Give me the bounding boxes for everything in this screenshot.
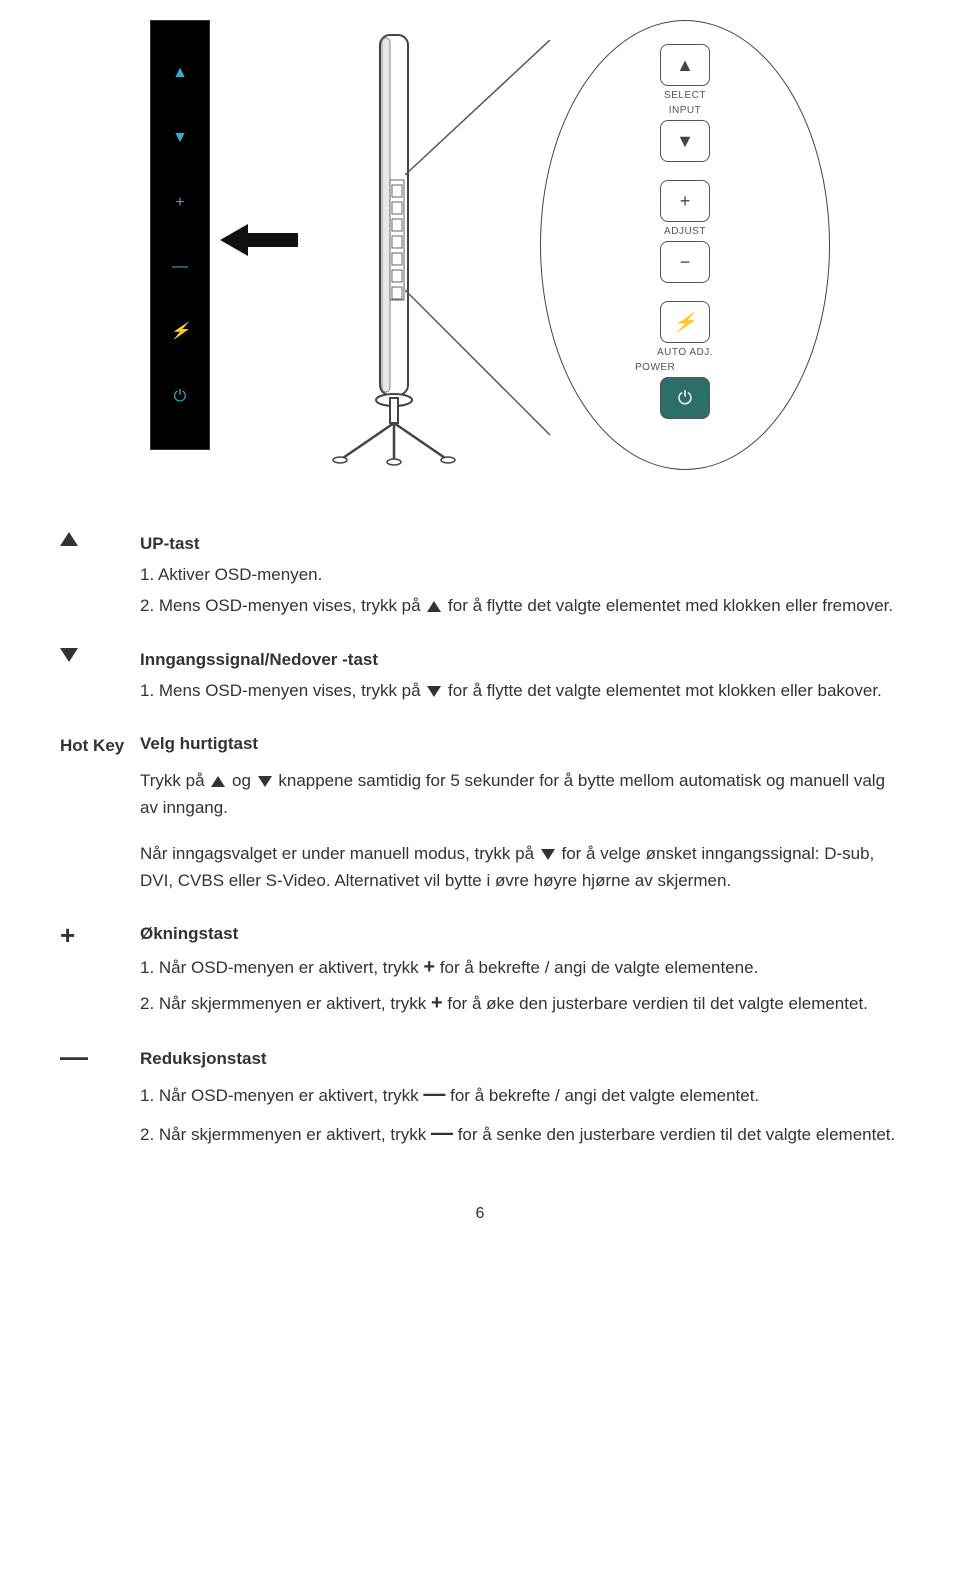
- zoom-button-panel: ▲ SELECT INPUT ▼ + ADJUST − ⚡ AUTO ADJ. …: [605, 40, 765, 423]
- photo-up-icon: ▲: [172, 65, 188, 81]
- down-icon: [60, 648, 78, 662]
- zoom-up-button: ▲: [660, 44, 710, 86]
- photo-plus-icon: +: [175, 195, 184, 211]
- plus-inline-icon-1: +: [423, 956, 435, 978]
- photo-down-icon: ▼: [172, 130, 188, 146]
- down-inline-icon: [427, 686, 441, 697]
- up-inline-icon: [427, 601, 441, 612]
- up-line1: 1. Aktiver OSD-menyen.: [140, 561, 900, 588]
- hotkey-p2: Når inngagsvalget er under manuell modus…: [140, 840, 900, 894]
- zoom-auto-button: ⚡: [660, 301, 710, 343]
- hotkey-up-icon: [211, 776, 225, 787]
- zoom-autoadj-label: AUTO ADJ.: [605, 347, 765, 358]
- hotkey-lead: Hot Key: [60, 736, 124, 755]
- minus-title: Reduksjonstast: [140, 1049, 267, 1068]
- minus-inline-icon-1: —: [423, 1081, 445, 1106]
- minus-icon: —: [60, 1049, 88, 1066]
- arrow-left-icon: [220, 220, 300, 260]
- zoom-minus-button: −: [660, 241, 710, 283]
- section-up: UP-tast 1. Aktiver OSD-menyen. 2. Mens O…: [60, 530, 900, 624]
- up-line2: 2. Mens OSD-menyen vises, trykk på for å…: [140, 592, 900, 619]
- plus-line2: 2. Når skjermmenyen er aktivert, trykk +…: [140, 987, 900, 1019]
- photo-power-icon: ⏻: [174, 389, 187, 405]
- control-diagram: ▲ ▼ + — ⚡ ⏻ ▲ SELEC: [60, 20, 900, 500]
- hotkey-p1: Trykk på og knappene samtidig for 5 seku…: [140, 767, 900, 821]
- plus-inline-icon-2: +: [431, 992, 443, 1014]
- photo-minus-icon: —: [172, 259, 188, 275]
- zoom-power-label: POWER: [635, 362, 765, 373]
- zoom-adjust-label: ADJUST: [605, 226, 765, 237]
- up-title: UP-tast: [140, 534, 200, 553]
- minus-inline-icon-2: —: [431, 1120, 453, 1145]
- zoom-power-button: ⏻: [660, 377, 710, 419]
- down-line1: 1. Mens OSD-menyen vises, trykk på for å…: [140, 677, 900, 704]
- page-number: 6: [60, 1205, 900, 1223]
- photo-auto-icon: ⚡: [170, 324, 190, 340]
- section-hotkey: Hot Key Velg hurtigtast Trykk på og knap…: [60, 730, 900, 898]
- section-plus: + Økningstast 1. Når OSD-menyen er aktiv…: [60, 920, 900, 1023]
- zoom-down-button: ▼: [660, 120, 710, 162]
- zoom-plus-button: +: [660, 180, 710, 222]
- zoom-select-label: SELECT: [605, 90, 765, 101]
- plus-icon: +: [60, 920, 75, 950]
- section-down: Inngangssignal/Nedover -tast 1. Mens OSD…: [60, 646, 900, 708]
- plus-title: Økningstast: [140, 924, 238, 943]
- minus-line1: 1. Når OSD-menyen er aktivert, trykk — f…: [140, 1076, 900, 1111]
- hotkey-down-icon-2: [541, 849, 555, 860]
- plus-line1: 1. Når OSD-menyen er aktivert, trykk + f…: [140, 951, 900, 983]
- down-title: Inngangssignal/Nedover -tast: [140, 650, 378, 669]
- minus-line2: 2. Når skjermmenyen er aktivert, trykk —…: [140, 1115, 900, 1150]
- up-icon: [60, 532, 78, 546]
- hotkey-down-icon: [258, 776, 272, 787]
- hotkey-title: Velg hurtigtast: [140, 734, 258, 753]
- zoom-input-label: INPUT: [605, 105, 765, 116]
- button-photo-strip: ▲ ▼ + — ⚡ ⏻: [150, 20, 210, 450]
- section-minus: — Reduksjonstast 1. Når OSD-menyen er ak…: [60, 1045, 900, 1155]
